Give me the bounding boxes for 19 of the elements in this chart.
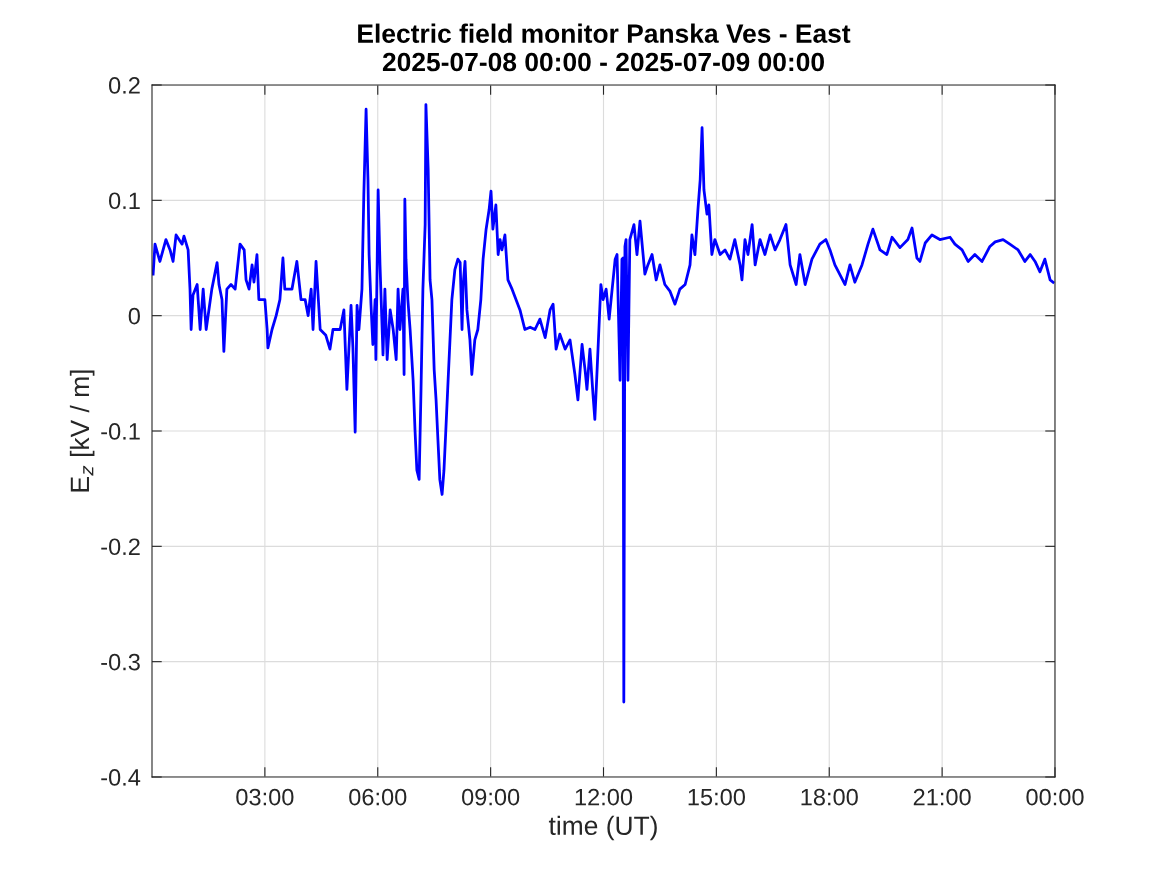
x-tick-label: 03:00 xyxy=(236,788,294,806)
x-tick-label: 06:00 xyxy=(349,788,407,806)
y-axis-title: E$_{z}$ [kV / m] xyxy=(69,370,95,492)
y-tick-label: -0.1 xyxy=(101,423,140,440)
y-tick-label: 0.1 xyxy=(108,192,140,210)
y-tick-label: -0.3 xyxy=(101,653,140,671)
y-tick-label: 0.2 xyxy=(108,77,140,94)
x-tick-label: 15:00 xyxy=(688,788,745,806)
y-tick-label: -0.2 xyxy=(101,538,140,556)
x-tick-label: 21:00 xyxy=(913,788,971,806)
x-tick-label: 00:00 xyxy=(1026,788,1084,806)
line-series xyxy=(152,103,1055,704)
x-axis-title: time (UT) xyxy=(548,815,657,841)
x-tick-label: 18:00 xyxy=(801,788,858,806)
x-tick-label: 12:00 xyxy=(575,788,633,806)
x-tick-label: 09:00 xyxy=(462,788,520,806)
y-tick-label: 0 xyxy=(128,307,140,325)
y-tick-label: -0.4 xyxy=(101,769,141,786)
chart-title: Electric field monitor Panska Ves - East 2025-07-08 00:00 - 2025-07-09 00:00 xyxy=(358,23,851,72)
